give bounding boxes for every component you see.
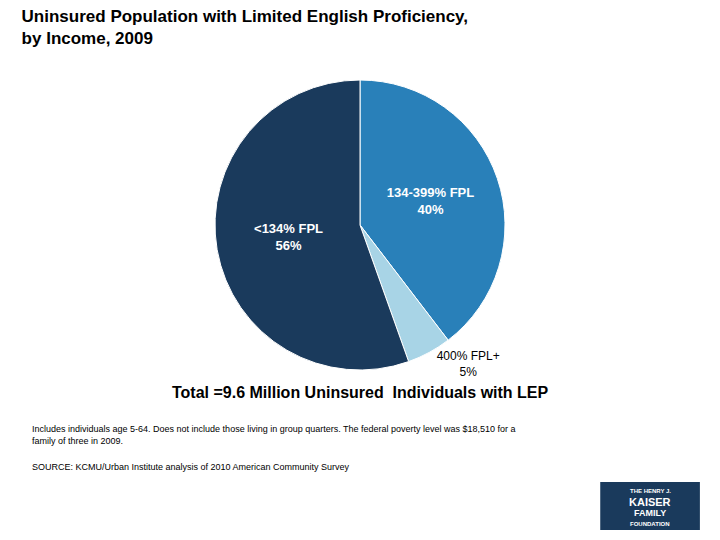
svg-text:Total =9.6 Million Uninsured: Total =9.6 Million Uninsured Individuals… <box>172 384 549 401</box>
svg-text:<134% FPL56%: <134% FPL56% <box>254 221 323 253</box>
svg-text:400% FPL+5%: 400% FPL+5% <box>437 349 500 379</box>
svg-text:SOURCE: KCMU/Urban Institute a: SOURCE: KCMU/Urban Institute analysis of… <box>32 462 350 472</box>
svg-text:KAISER: KAISER <box>629 496 671 508</box>
svg-text:134-399% FPL40%: 134-399% FPL40% <box>387 185 474 217</box>
svg-text:FAMILY: FAMILY <box>634 508 666 518</box>
svg-text:THE HENRY J.: THE HENRY J. <box>630 488 671 494</box>
svg-text:FOUNDATION: FOUNDATION <box>630 521 670 527</box>
svg-text:Includes individuals age 5-64.: Includes individuals age 5-64. Does not … <box>32 424 516 446</box>
svg-text:Uninsured Population with Limi: Uninsured Population with Limited Englis… <box>22 7 468 48</box>
